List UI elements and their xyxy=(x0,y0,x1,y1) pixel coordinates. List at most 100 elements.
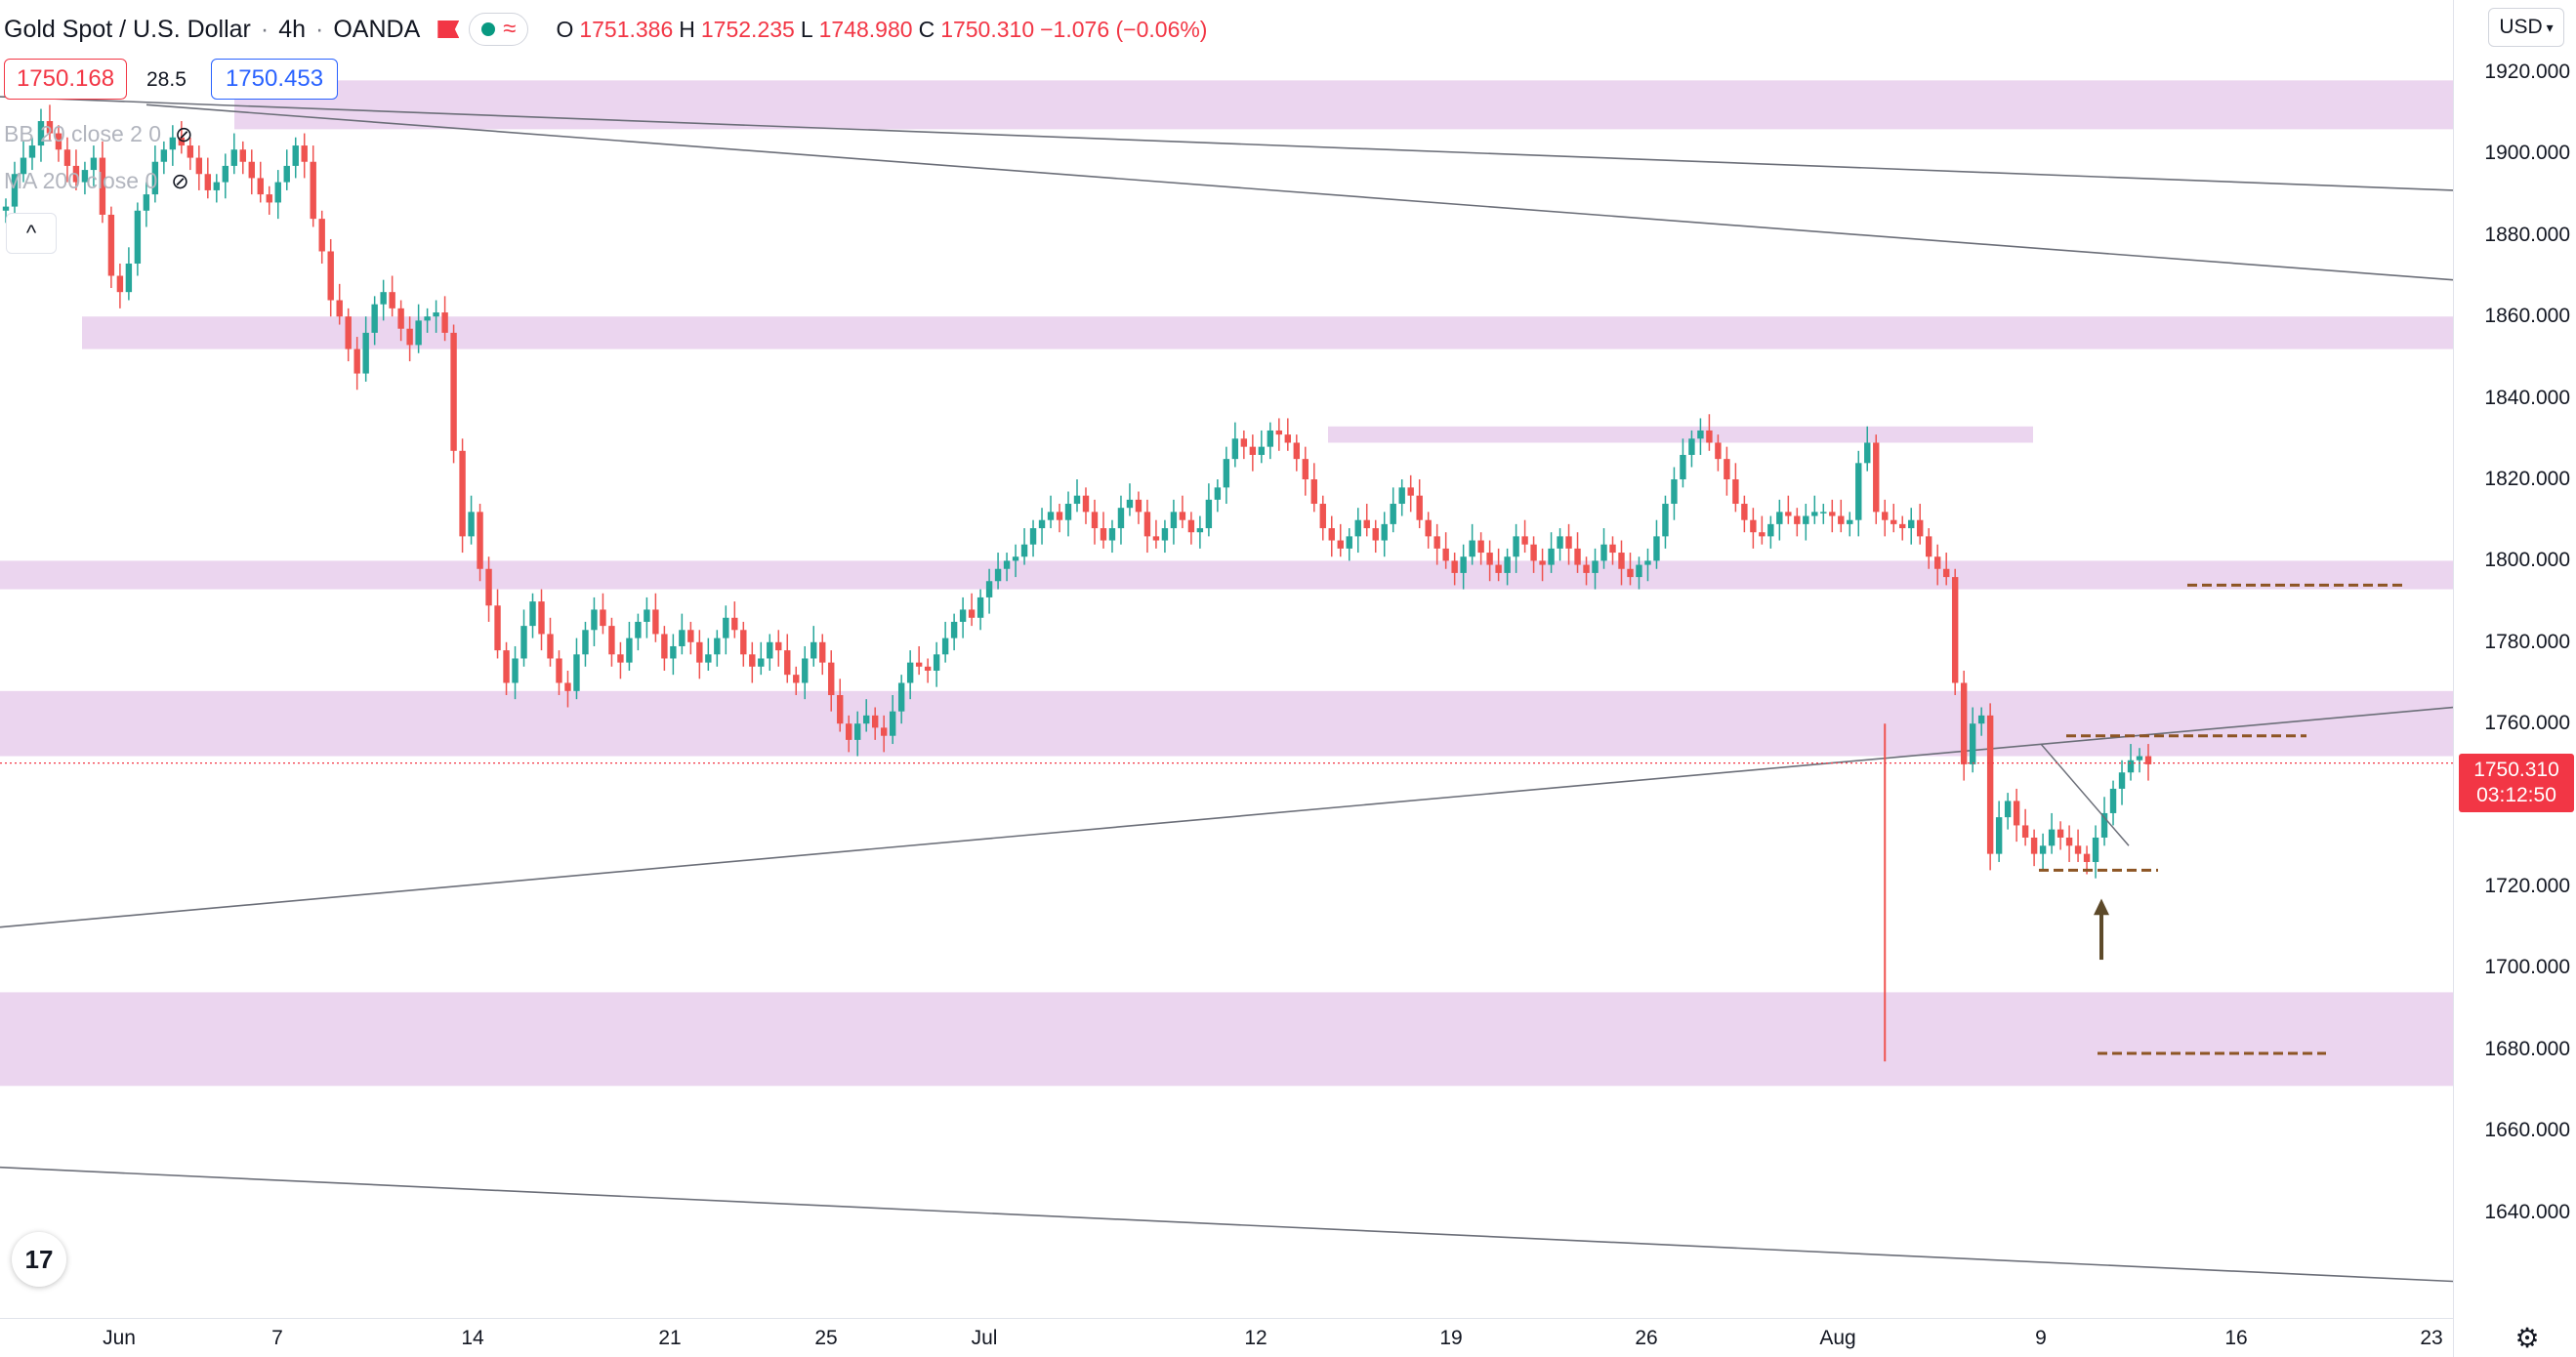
candle-body xyxy=(1293,442,1300,460)
candle-body xyxy=(1504,556,1511,573)
waves-icon: ≈ xyxy=(503,16,517,42)
candle-body xyxy=(556,658,562,683)
candle-body xyxy=(529,601,536,627)
currency-select[interactable]: USD ▾ xyxy=(2488,8,2564,47)
candle-body xyxy=(880,727,888,736)
candle-body xyxy=(450,332,457,451)
candle-body xyxy=(617,654,624,663)
interval-label[interactable]: 4h xyxy=(278,15,307,43)
candle-body xyxy=(608,626,615,655)
candle-body xyxy=(1521,536,1528,545)
candle-body xyxy=(1240,438,1248,447)
tradingview-logo-icon[interactable]: 17 xyxy=(12,1232,66,1287)
candle-body xyxy=(2092,837,2099,862)
candle-body xyxy=(810,641,817,659)
candle-body xyxy=(72,165,80,183)
indicator-label: MA 200 close 0 xyxy=(4,168,158,193)
symbol-name[interactable]: Gold Spot / U.S. Dollar xyxy=(4,15,251,43)
candle-body xyxy=(1469,540,1475,557)
candle-body xyxy=(1038,519,1046,529)
candle-body xyxy=(1785,512,1792,516)
candle-body xyxy=(1416,495,1423,520)
time-axis-label: 23 xyxy=(2420,1327,2443,1349)
indicator-bb[interactable]: BB 20 close 2 0 ⊘ xyxy=(4,121,193,147)
candle-body xyxy=(714,637,721,655)
candle-body xyxy=(1960,682,1968,764)
buy-button[interactable]: 1750.453 xyxy=(211,59,338,100)
candle-body xyxy=(1680,454,1686,479)
chart-area[interactable] xyxy=(0,0,2453,1318)
candle-body xyxy=(705,654,712,663)
candle-body xyxy=(503,650,510,683)
countdown-label: 03:12:50 xyxy=(2476,784,2556,806)
candle-body xyxy=(758,658,765,667)
chart-canvas[interactable] xyxy=(0,0,2453,1318)
trendline xyxy=(0,706,2453,928)
candle-body xyxy=(301,145,308,162)
candle-body xyxy=(2083,853,2091,862)
candle-body xyxy=(573,654,580,691)
candle-body xyxy=(1346,536,1352,549)
ohlc-close-value: 1750.310 xyxy=(940,16,1035,42)
ohlc-values: O 1751.386 H 1752.235 L 1748.980 C 1750.310 … xyxy=(556,17,1207,43)
flag-icon[interactable] xyxy=(437,21,460,38)
candle-body xyxy=(520,626,527,659)
eye-hidden-icon[interactable]: ⊘ xyxy=(171,168,189,193)
candle-body xyxy=(687,630,694,642)
candle-body xyxy=(1161,528,1169,541)
candle-body xyxy=(644,609,650,622)
candle-body xyxy=(1864,442,1871,464)
sell-button[interactable]: 1750.168 xyxy=(4,59,127,100)
candle-body xyxy=(1592,560,1599,573)
candle-body xyxy=(345,316,352,350)
candle-body xyxy=(1618,553,1625,569)
candle-body xyxy=(318,219,325,252)
price-axis-label: 1920.000 xyxy=(2484,61,2570,83)
market-status-dot-icon xyxy=(481,22,496,36)
candle-body xyxy=(2074,845,2082,854)
candle-body xyxy=(1029,528,1037,545)
candle-body xyxy=(1073,495,1081,505)
candle-body xyxy=(2013,801,2020,826)
indicator-ma[interactable]: MA 200 close 0 ⊘ xyxy=(4,168,189,194)
candle-body xyxy=(985,581,993,597)
collapse-legend-button[interactable]: ^ xyxy=(6,213,57,254)
candle-body xyxy=(2118,772,2126,789)
candle-body xyxy=(1398,487,1405,505)
spread-value: 28.5 xyxy=(146,68,187,91)
candle-body xyxy=(187,145,194,158)
candle-body xyxy=(406,328,413,346)
candle-body xyxy=(1917,519,1924,537)
price-axis-label: 1660.000 xyxy=(2484,1119,2570,1142)
candle-body xyxy=(63,149,71,166)
candle-body xyxy=(1767,523,1774,537)
candle-body xyxy=(239,149,246,162)
trendline xyxy=(0,1166,2453,1283)
gear-icon[interactable]: ⚙ xyxy=(2514,1322,2540,1353)
candle-body xyxy=(1275,430,1283,435)
price-axis[interactable]: 1920.000 1900.000 1880.000 1860.000 1840.000… xyxy=(2453,0,2576,1357)
candle-body xyxy=(55,133,62,150)
chart-legend: Gold Spot / U.S. Dollar · 4h · OANDA ≈ O… xyxy=(4,12,1207,47)
candle-body xyxy=(353,349,360,374)
candle-body xyxy=(266,194,272,203)
eye-hidden-icon[interactable]: ⊘ xyxy=(175,121,193,146)
candle-body xyxy=(802,658,809,683)
candle-body xyxy=(1926,536,1932,557)
sr-zone xyxy=(0,690,2453,757)
candle-body xyxy=(1187,519,1195,533)
candle-body xyxy=(134,210,142,264)
trendline xyxy=(0,96,2453,191)
candle-body xyxy=(1231,438,1239,460)
candle-body xyxy=(1724,459,1730,479)
time-axis[interactable]: Jun 7 14 21 25 Jul 12 19 26 Aug 9 16 23 xyxy=(0,1318,2453,1357)
candle-body xyxy=(310,161,316,220)
candle-body xyxy=(1091,512,1099,529)
candle-body xyxy=(1170,512,1178,529)
candle-body xyxy=(1811,512,1818,516)
candle-body xyxy=(652,609,659,635)
candle-body xyxy=(889,711,896,736)
candle-body xyxy=(784,650,791,676)
arrow-up-icon xyxy=(2094,898,2109,916)
market-status-pill[interactable]: ≈ xyxy=(469,13,529,46)
